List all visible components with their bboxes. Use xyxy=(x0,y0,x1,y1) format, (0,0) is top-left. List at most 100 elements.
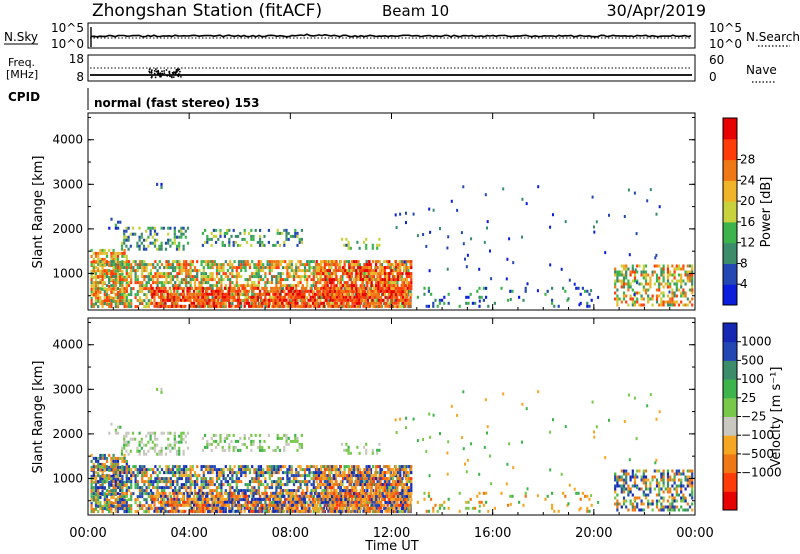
velocity-echo xyxy=(119,477,122,481)
power-echo xyxy=(344,289,347,293)
power-echo xyxy=(388,275,391,279)
velocity-echo xyxy=(345,507,348,511)
velocity-echo xyxy=(295,480,298,484)
velocity-echo xyxy=(103,495,106,499)
power-echo xyxy=(292,298,295,302)
power-echo xyxy=(402,278,406,282)
velocity-echo xyxy=(187,486,190,490)
velocity-echo xyxy=(334,477,337,481)
power-echo xyxy=(350,269,353,273)
power-echo xyxy=(644,279,648,283)
velocity-echo xyxy=(273,465,276,469)
power-echo xyxy=(662,270,665,274)
power-echo xyxy=(551,286,554,290)
power-echo xyxy=(145,293,148,297)
power-echo xyxy=(276,301,279,305)
power-echo xyxy=(314,286,317,290)
power-echo xyxy=(399,293,402,297)
power-echo xyxy=(478,299,481,303)
velocity-echo xyxy=(110,462,113,466)
power-echo xyxy=(165,266,168,270)
power-echo xyxy=(631,270,634,274)
power-echo xyxy=(114,254,117,258)
power-echo xyxy=(288,263,291,267)
power-echo xyxy=(368,260,371,264)
power-echo xyxy=(283,243,286,247)
power-echo xyxy=(662,273,665,277)
power-echo xyxy=(348,272,351,276)
power-echo xyxy=(206,237,209,241)
velocity-echo xyxy=(211,468,214,472)
power-echo xyxy=(292,290,296,294)
power-echo xyxy=(103,260,106,264)
velocity-echo xyxy=(141,474,144,478)
power-echo xyxy=(173,295,176,299)
velocity-echo xyxy=(209,471,212,475)
velocity-echo xyxy=(94,501,98,505)
power-echo xyxy=(252,289,255,293)
power-echo xyxy=(190,295,193,299)
velocity-echo xyxy=(130,480,133,484)
power-echo xyxy=(691,270,694,274)
power-echo xyxy=(371,246,374,250)
power-echo xyxy=(210,243,213,247)
power-echo xyxy=(94,296,98,300)
power-echo xyxy=(664,282,667,286)
velocity-echo xyxy=(204,495,208,499)
velocity-echo xyxy=(112,495,115,499)
nave-point xyxy=(170,75,173,78)
velocity-echo xyxy=(240,468,243,472)
velocity-echo xyxy=(110,480,113,484)
power-echo xyxy=(259,228,262,232)
power-echo xyxy=(185,263,188,267)
power-echo xyxy=(151,286,154,290)
velocity-echo xyxy=(257,471,260,475)
power-echo xyxy=(390,284,393,288)
nave-point xyxy=(154,68,157,71)
velocity-echo xyxy=(301,468,304,472)
power-echo xyxy=(349,298,352,302)
velocity-echo xyxy=(127,498,131,502)
power-echo xyxy=(688,279,692,283)
power-echo xyxy=(369,295,372,299)
power-echo xyxy=(509,297,512,301)
power-echo xyxy=(136,269,139,273)
velocity-echo xyxy=(213,465,216,469)
power-echo xyxy=(338,304,341,308)
power-echo xyxy=(286,305,289,309)
velocity-echo xyxy=(125,504,128,508)
velocity-echo xyxy=(101,471,104,475)
power-echo xyxy=(638,303,641,307)
velocity-echo xyxy=(154,465,157,469)
power-echo xyxy=(408,301,411,305)
velocity-echo xyxy=(167,486,170,490)
velocity-echo xyxy=(158,477,161,481)
velocity-echo xyxy=(105,495,109,499)
power-echo xyxy=(145,269,148,273)
power-echo xyxy=(219,228,222,232)
velocity-echo xyxy=(398,483,401,487)
power-echo xyxy=(323,284,326,288)
power-echo xyxy=(232,286,235,290)
power-echo xyxy=(655,264,659,268)
power-echo xyxy=(688,273,692,277)
power-echo xyxy=(300,289,303,293)
power-echo xyxy=(384,295,387,299)
power-echo xyxy=(255,266,258,270)
colorbar-swatch xyxy=(723,180,737,202)
velocity-echo xyxy=(90,489,93,493)
velocity-echo xyxy=(209,468,212,472)
power-echo xyxy=(427,304,430,308)
power-echo xyxy=(386,289,389,293)
power-echo xyxy=(618,297,621,301)
power-echo xyxy=(647,282,650,286)
power-echo xyxy=(289,295,292,299)
power-echo xyxy=(673,291,676,295)
power-echo xyxy=(275,263,278,267)
power-echo xyxy=(229,281,232,285)
power-echo xyxy=(166,298,169,302)
velocity-echo xyxy=(303,480,307,484)
power-echo xyxy=(680,291,683,295)
velocity-echo xyxy=(310,489,313,493)
power-echo xyxy=(193,304,196,308)
